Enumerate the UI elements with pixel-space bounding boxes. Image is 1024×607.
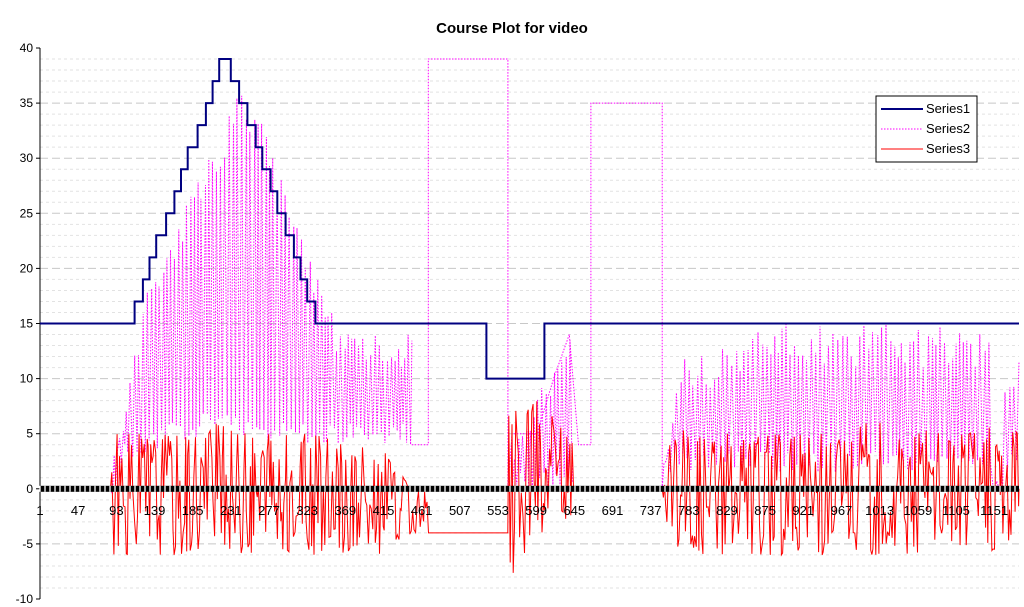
series2-line <box>110 95 413 495</box>
series2-line <box>661 324 1020 491</box>
x-axis <box>39 485 1019 492</box>
x-tick-label: 1059 <box>903 503 932 518</box>
x-tick-label: 599 <box>525 503 547 518</box>
x-tick-label: 93 <box>109 503 123 518</box>
legend-box <box>875 95 978 163</box>
x-tick-label: 277 <box>258 503 280 518</box>
x-tick-label: 645 <box>563 503 585 518</box>
legend-label: Series2 <box>926 121 970 136</box>
y-tick-label: -10 <box>16 592 34 606</box>
y-tick-label: 0 <box>26 482 33 496</box>
legend-label: Series1 <box>926 101 970 116</box>
x-tick-label: 921 <box>792 503 814 518</box>
y-tick-label: 35 <box>20 96 34 110</box>
legend-label: Series3 <box>926 141 970 156</box>
series2-line <box>507 102 663 489</box>
x-tick-label: 691 <box>602 503 624 518</box>
y-tick-label: 40 <box>20 41 34 55</box>
y-axis: -10 -5 0 5 10 15 20 25 30 35 40 <box>16 41 41 606</box>
series3-line <box>40 401 1020 573</box>
series2 <box>110 58 1020 495</box>
x-tick-labels: 1 47 93 139 185 231 277 323 369 415 461 507 553 599 64… <box>36 503 1008 518</box>
x-tick-label: 369 <box>334 503 356 518</box>
x-tick-label: 47 <box>71 503 85 518</box>
y-tick-label: 5 <box>26 427 33 441</box>
y-tick-label: 10 <box>20 372 34 386</box>
x-tick-label: 415 <box>373 503 395 518</box>
y-tick-label: -5 <box>22 537 33 551</box>
x-tick-label: 185 <box>182 503 204 518</box>
y-tick-label: 25 <box>20 206 34 220</box>
x-tick-label: 461 <box>411 503 433 518</box>
x-tick-label: 1013 <box>865 503 894 518</box>
x-tick-label: 875 <box>754 503 776 518</box>
x-tick-label: 323 <box>296 503 318 518</box>
y-tick-label: 15 <box>20 317 34 331</box>
x-tick-label: 783 <box>678 503 700 518</box>
chart-title: Course Plot for video <box>436 20 588 37</box>
series1 <box>40 58 1019 380</box>
x-tick-label: 507 <box>449 503 471 518</box>
series2-line <box>411 58 509 489</box>
series3 <box>40 401 1020 573</box>
x-tick-label: 1 <box>36 503 43 518</box>
legend: Series1 Series2 Series3 <box>875 95 978 163</box>
x-tick-label: 829 <box>716 503 738 518</box>
x-tick-label: 737 <box>640 503 662 518</box>
x-tick-label: 231 <box>220 503 242 518</box>
y-tick-label: 30 <box>20 151 34 165</box>
x-tick-label: 553 <box>487 503 509 518</box>
series2-line <box>511 340 573 489</box>
x-tick-label: 1105 <box>942 503 970 518</box>
y-tick-label: 20 <box>20 261 34 275</box>
series1-line <box>40 58 1019 380</box>
x-tick-label: 139 <box>144 503 166 518</box>
x-tick-label: 1151 <box>980 503 1008 518</box>
x-tick-label: 967 <box>831 503 853 518</box>
